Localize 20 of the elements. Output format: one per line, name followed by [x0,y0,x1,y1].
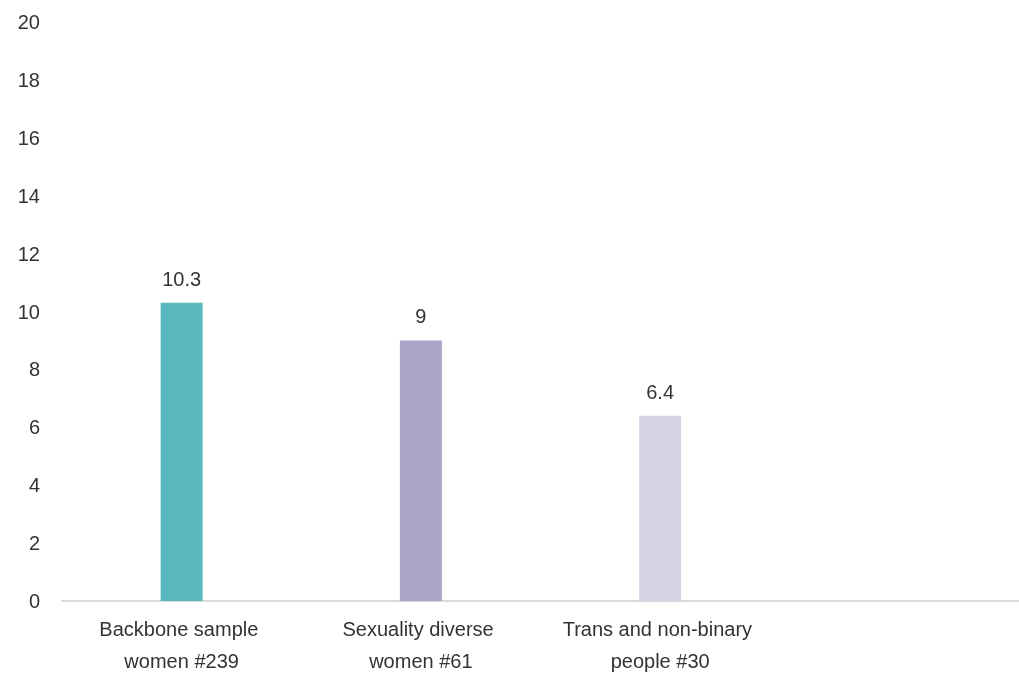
x-tick-label: Trans and non-binary people #30 [562,618,758,672]
data-label: 6.4 [646,380,675,403]
data-label: 10.3 [162,267,202,290]
bar [639,415,682,601]
y-tick-label: 12 [17,242,40,265]
y-tick-label: 14 [17,184,40,207]
y-tick-label: 2 [28,532,40,555]
y-tick-label: 0 [28,590,40,612]
y-tick-label: 20 [17,11,40,33]
y-tick-label: 10 [17,300,40,323]
data-label: 9 [415,305,427,328]
y-tick-label: 4 [28,474,40,497]
y-tick-label: 6 [28,416,40,439]
y-tick-label: 18 [17,68,40,91]
bar [160,302,203,601]
y-tick-label: 16 [17,126,40,149]
y-tick-label: 8 [28,358,40,381]
bar [399,340,442,601]
x-tick-label: Backbone sample women #239 [99,618,264,672]
x-tick-label: Sexuality diverse women #61 [342,618,500,672]
